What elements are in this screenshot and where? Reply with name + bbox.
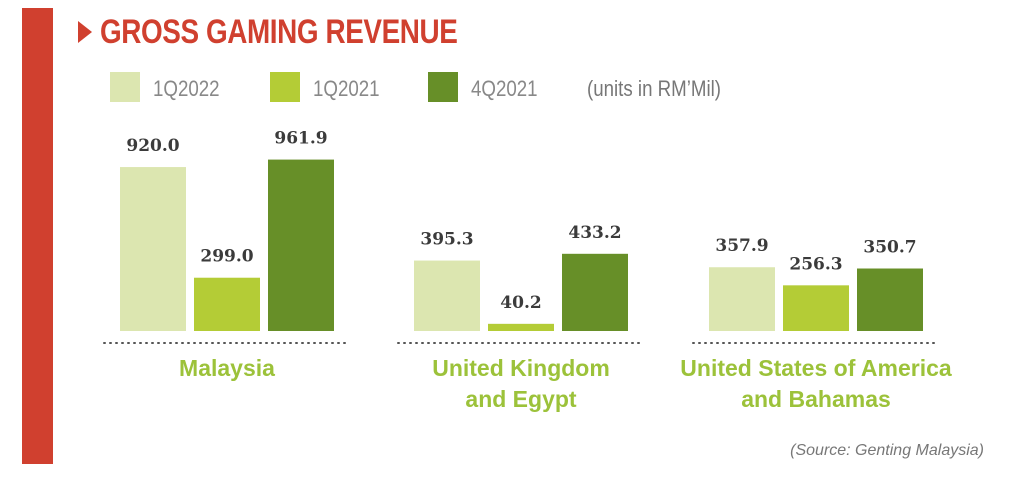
title-arrow-icon — [78, 21, 92, 43]
title-block: GROSS GAMING REVENUE — [78, 10, 536, 54]
chart-title: GROSS GAMING REVENUE — [100, 12, 458, 51]
data-label: 395.3 — [420, 230, 473, 250]
legend-label-1q2021: 1Q2021 — [313, 76, 380, 101]
legend-swatch-1q2021 — [270, 72, 300, 102]
legend-label-1q2022: 1Q2022 — [153, 76, 220, 101]
data-label: 299.0 — [200, 247, 253, 267]
bar — [268, 159, 334, 331]
category-label: Malaysia — [179, 355, 275, 381]
category-label: and Egypt — [465, 386, 577, 412]
data-label: 920.0 — [126, 136, 179, 156]
category-label: United Kingdom — [432, 355, 610, 381]
units-label: (units in RM’Mil) — [587, 76, 722, 101]
category-label: and Bahamas — [741, 386, 891, 412]
source-note: (Source: Genting Malaysia) — [790, 442, 984, 459]
legend-swatch-1q2022 — [110, 72, 140, 102]
legend-swatch-4q2021 — [428, 72, 458, 102]
bar — [194, 277, 260, 331]
bar — [120, 167, 186, 331]
bar — [488, 323, 554, 331]
accent-side-bar — [22, 8, 53, 464]
bar — [414, 260, 480, 331]
data-label: 961.9 — [274, 129, 327, 149]
data-label: 433.2 — [568, 223, 621, 243]
data-label: 350.7 — [863, 238, 916, 258]
data-label: 357.9 — [715, 236, 768, 256]
bar — [857, 268, 923, 331]
category-label: United States of America — [680, 355, 952, 381]
bar — [562, 253, 628, 331]
bar — [709, 267, 775, 331]
bar — [783, 285, 849, 331]
legend-label-4q2021: 4Q2021 — [471, 76, 538, 101]
data-label: 256.3 — [789, 254, 842, 274]
data-label: 40.2 — [500, 293, 541, 313]
